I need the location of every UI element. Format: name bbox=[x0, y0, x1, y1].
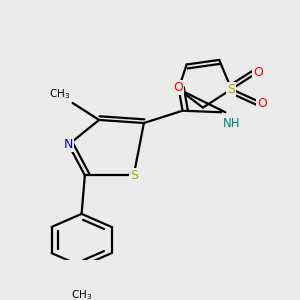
Text: O: O bbox=[174, 81, 183, 94]
Text: O: O bbox=[257, 97, 267, 110]
Text: S: S bbox=[227, 83, 236, 96]
Text: O: O bbox=[253, 66, 263, 79]
Text: N: N bbox=[64, 138, 73, 151]
Text: CH$_3$: CH$_3$ bbox=[71, 288, 92, 300]
Text: NH: NH bbox=[223, 117, 241, 130]
Text: S: S bbox=[130, 169, 138, 182]
Text: CH$_3$: CH$_3$ bbox=[50, 88, 70, 101]
